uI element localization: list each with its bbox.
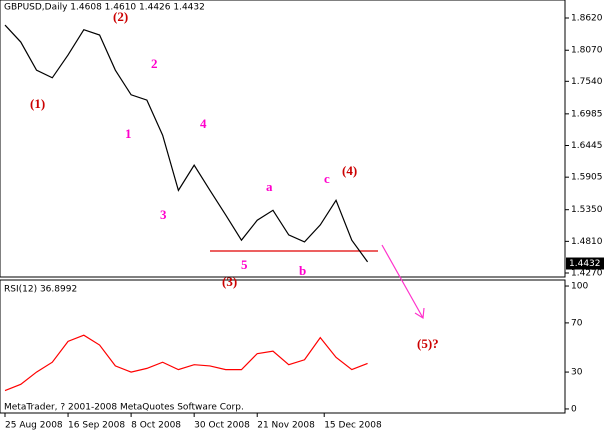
wave-label: b [299, 263, 306, 278]
y-tick-label: 30 [571, 368, 583, 378]
y-tick-label: 100 [571, 282, 588, 292]
y-tick-label: 1.8070 [571, 46, 603, 56]
y-tick-label: 0 [571, 404, 577, 414]
x-tick-label: 8 Oct 2008 [131, 421, 181, 431]
wave-label: (3) [222, 274, 237, 289]
y-tick-label: 1.8620 [571, 13, 603, 23]
y-tick-label: 1.4270 [571, 269, 603, 279]
price-panel [0, 0, 566, 278]
wave-label: (1) [30, 96, 45, 111]
wave-label: (5)? [417, 336, 439, 351]
rsi-title: RSI(12) 36.8992 [4, 285, 77, 295]
y-tick-label: 1.4810 [571, 237, 603, 247]
y-tick-label: 70 [571, 318, 583, 328]
x-tick-label: 21 Nov 2008 [257, 421, 315, 431]
last-price-label: 1.4432 [569, 259, 601, 269]
y-tick-label: 1.6445 [571, 141, 603, 151]
x-tick-label: 15 Dec 2008 [324, 421, 382, 431]
wave-label: 1 [125, 126, 132, 141]
wave-label: 3 [160, 207, 167, 222]
wave-label: (4) [342, 163, 357, 178]
y-tick-label: 1.6985 [571, 109, 603, 119]
last-price-box [566, 257, 604, 270]
wave-label: 5 [241, 257, 248, 272]
wave-label: 4 [200, 116, 207, 131]
forecast-arrow [381, 244, 425, 320]
y-tick-label: 1.7540 [571, 77, 603, 87]
y-tick-label: 1.5350 [571, 205, 603, 215]
y-tick-label: 1.5905 [571, 173, 603, 183]
x-tick-label: 16 Sep 2008 [68, 421, 125, 431]
x-tick-label: 25 Aug 2008 [5, 421, 63, 431]
price-line [4, 24, 369, 263]
x-tick-label: 30 Oct 2008 [194, 421, 250, 431]
price-line [4, 334, 368, 392]
footer: MetaTrader, ? 2001-2008 MetaQuotes Softw… [4, 403, 244, 413]
wave-label: c [324, 171, 330, 186]
wave-label: (2) [113, 9, 128, 24]
wave-label: a [266, 179, 273, 194]
chart-title: GBPUSD,Daily 1.4608 1.4610 1.4426 1.4432 [4, 3, 205, 13]
rsi-panel [0, 279, 566, 414]
wave-label: 2 [151, 56, 158, 71]
